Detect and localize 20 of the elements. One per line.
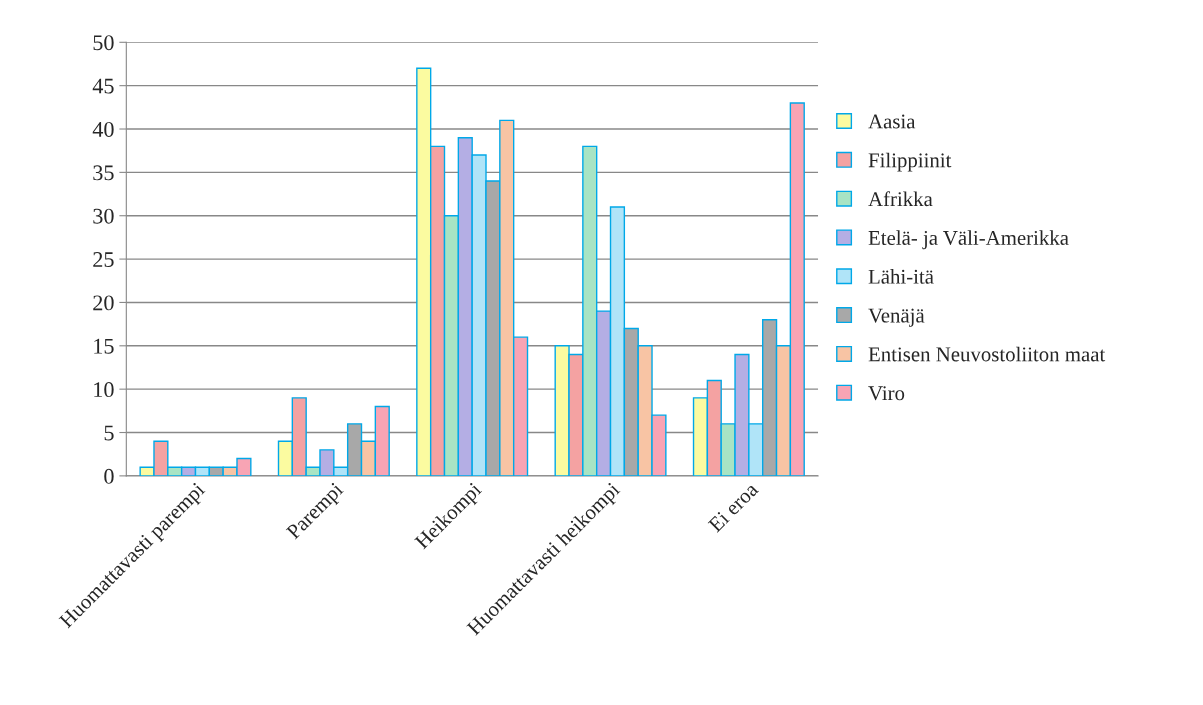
y-tick-label: 20 [93,295,114,311]
y-tick-label: 25 [93,252,114,268]
legend-label: Aasia [868,114,916,129]
legend-label: Lähi-itä [868,269,934,284]
y-tick-label: 50 [93,35,114,51]
x-tick-label: Ei eroa [707,481,760,533]
y-tick-label: 35 [93,165,114,181]
legend-label: Viro [868,386,905,401]
legend-label: Filippiinit [868,152,952,172]
legend-label: Afrikka [868,191,933,207]
legend-label: Entisen Neuvostoliiton maat [868,346,1106,362]
y-tick-label: 40 [92,121,114,137]
y-tick-label: 45 [92,78,114,94]
y-tick-label: 0 [104,468,114,484]
y-tick-label: 15 [94,338,114,354]
y-tick-label: 30 [93,208,114,224]
legend-label: Venäjä [868,308,925,327]
y-tick-label: 10 [94,382,114,398]
y-tick-label: 5 [104,425,114,441]
legend-label: Etelä- ja Väli-Amerikka [868,230,1069,250]
